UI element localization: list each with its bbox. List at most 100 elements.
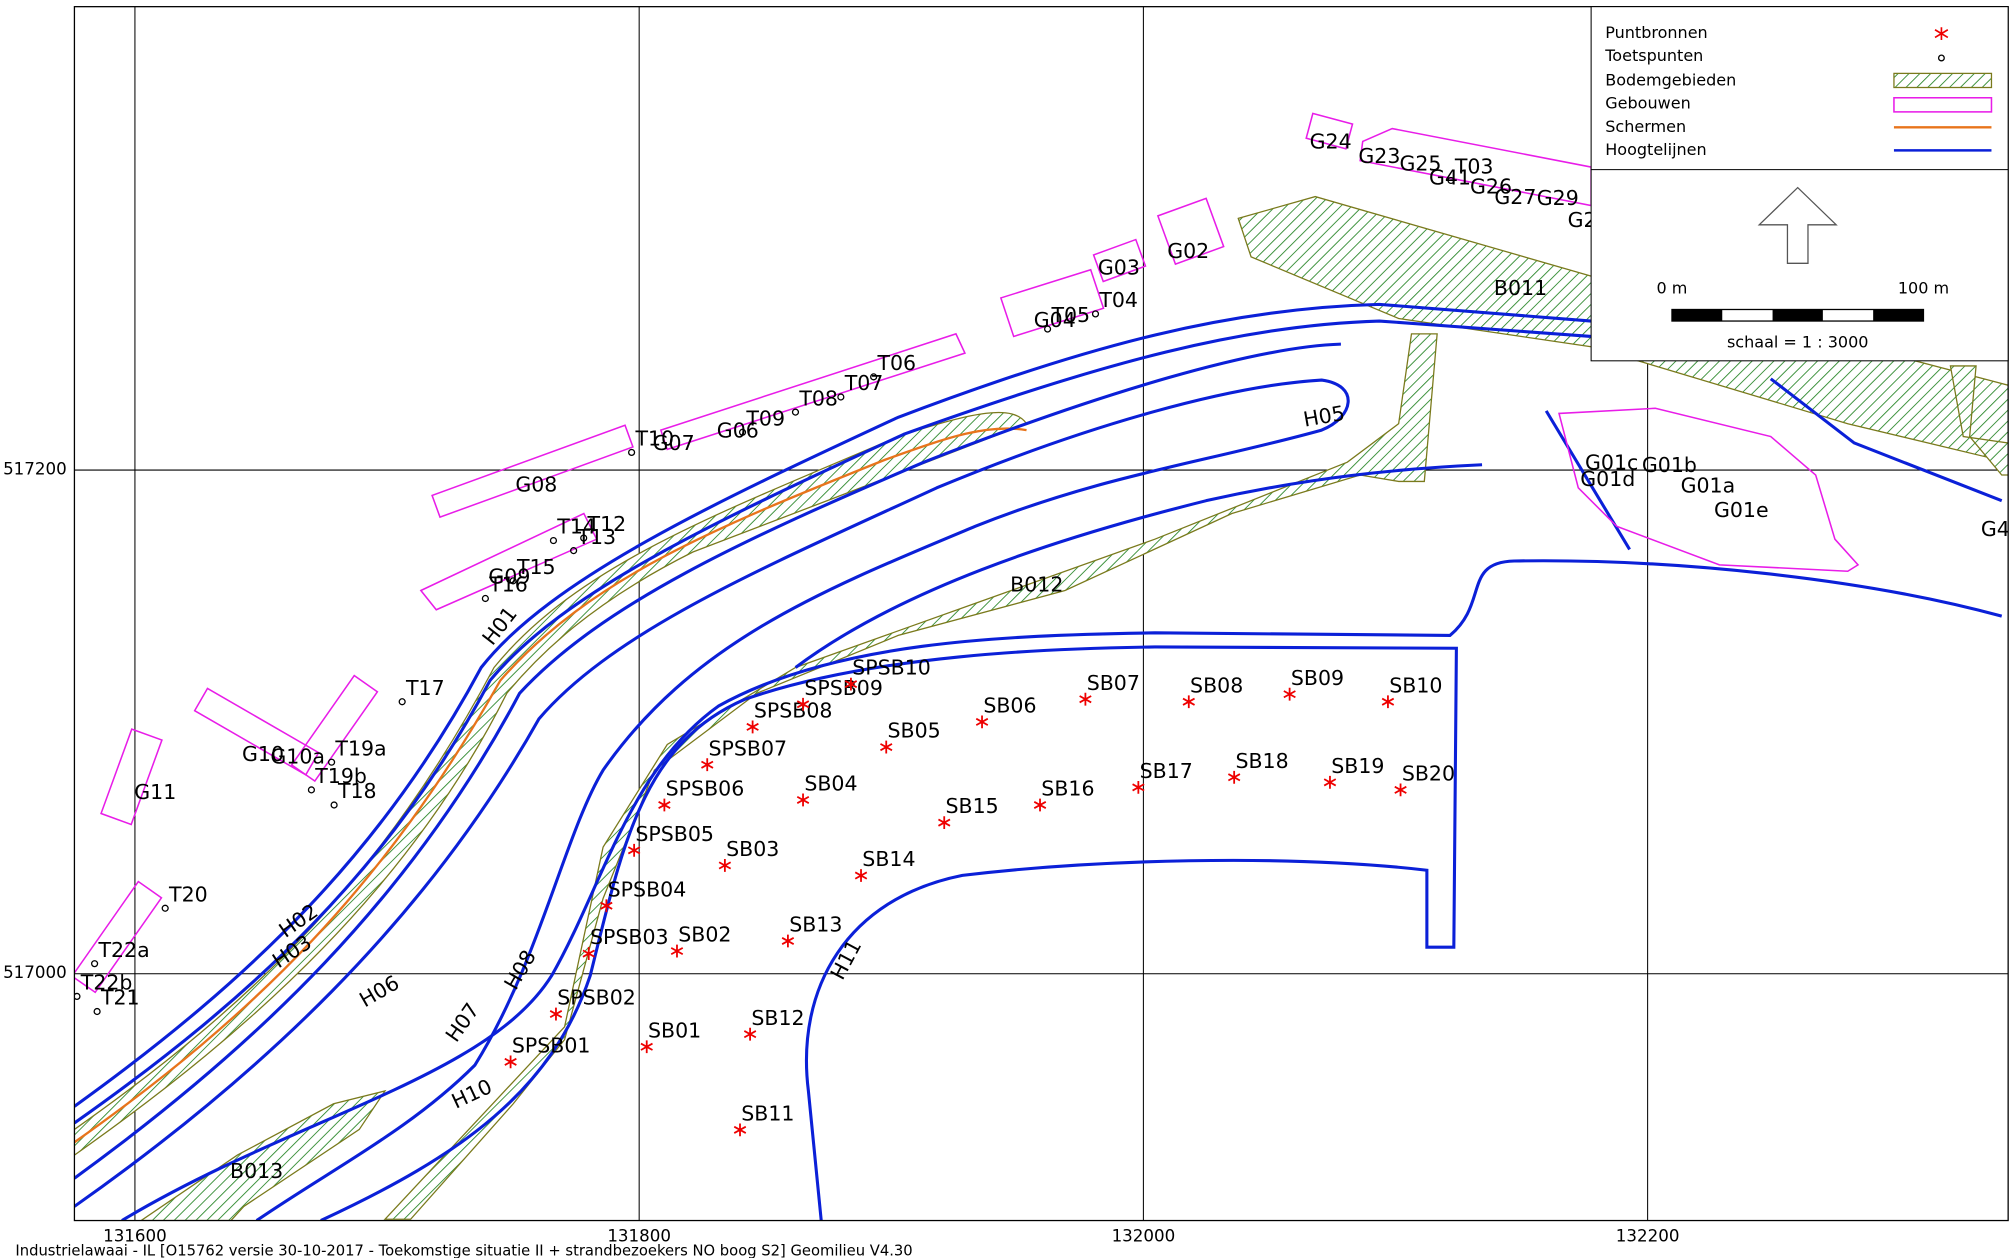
scale-bar-segment <box>1671 309 1723 322</box>
source-label: SB11 <box>741 1101 794 1125</box>
building-label: G11 <box>134 780 176 804</box>
contour-h08 <box>320 645 1458 1221</box>
building <box>290 674 379 783</box>
source-label: SB14 <box>862 847 915 871</box>
legend: Puntbronnen Toetspunten Bodemgebieden Ge… <box>1590 6 2009 362</box>
receptor-label: T04 <box>1098 288 1138 312</box>
source-label: SB15 <box>946 794 999 818</box>
source-point <box>582 947 595 961</box>
source-label: SB04 <box>804 772 857 796</box>
north-arrow <box>1757 186 1838 264</box>
receptor-point <box>307 786 316 794</box>
building-label: G01b <box>1642 453 1697 477</box>
area-b013 <box>140 1089 387 1221</box>
source-point <box>1182 695 1195 709</box>
contour-label: H08 <box>499 946 541 994</box>
contour-label: H11 <box>826 936 867 984</box>
building <box>1156 197 1225 266</box>
contour-h05 <box>794 463 1483 669</box>
source-point <box>796 697 810 711</box>
source-point <box>1283 687 1296 701</box>
source-label: SPSB02 <box>557 986 636 1010</box>
source-point <box>658 798 671 812</box>
source-point <box>701 758 714 772</box>
receptor-label: T03 <box>1454 155 1494 179</box>
building <box>74 880 163 994</box>
receptor-label: T15 <box>516 555 556 579</box>
receptor-point <box>509 577 517 585</box>
receptor-point <box>327 758 336 766</box>
building-label: G08 <box>515 472 557 496</box>
receptor-label: T07 <box>844 371 884 395</box>
footer: Industrielawaai - IL [O15762 versie 30-1… <box>15 1242 912 1258</box>
receptor-point <box>580 534 588 542</box>
source-label: SB02 <box>678 923 731 947</box>
legend-label: Puntbronnen <box>1605 23 1707 42</box>
legend-symbol <box>1893 72 1993 89</box>
points: SB01 SB02 SB03 SB04 SB05 SB06 SB07 SB08 SB09 SB10… <box>74 155 1493 1137</box>
building <box>1092 238 1147 283</box>
building <box>1558 407 1860 573</box>
source-label: SPSB10 <box>852 656 931 680</box>
legend-label: Hoogtelijnen <box>1605 140 1706 159</box>
building-label: G03 <box>1098 255 1140 279</box>
building <box>999 268 1105 338</box>
contour-h03 <box>74 342 1341 1180</box>
building-label: G23 <box>1358 144 1400 168</box>
source-point <box>670 944 684 958</box>
receptor-label: T13 <box>576 525 616 549</box>
source-label: SB12 <box>751 1006 804 1030</box>
source-label: SB17 <box>1140 759 1193 783</box>
building-label: G01c <box>1585 450 1638 474</box>
legend-symbol <box>1934 27 1949 41</box>
building-label: G06 <box>717 418 759 442</box>
contour-h01 <box>74 302 1592 1108</box>
legend-symbol <box>1893 97 1993 113</box>
receptor-point <box>90 960 99 968</box>
source-label: SB16 <box>1041 777 1094 801</box>
receptor-point <box>549 536 558 545</box>
building-label: G25 <box>1399 151 1441 175</box>
building-label: G10 <box>242 742 284 766</box>
source-point <box>743 1027 757 1041</box>
receptor-point <box>330 801 338 809</box>
source-point <box>640 1040 653 1054</box>
building-label: G02 <box>1167 239 1209 263</box>
source-point <box>938 816 951 830</box>
source-label: SB06 <box>983 693 1036 717</box>
source-point <box>1033 798 1047 812</box>
source-label: SB20 <box>1402 761 1455 785</box>
receptor-label: T19a <box>334 736 386 760</box>
receptor-label: T22b <box>80 971 133 995</box>
receptor-point <box>74 992 81 1000</box>
source-point <box>600 899 613 913</box>
receptor-label: T09 <box>745 406 785 430</box>
source-point <box>1381 695 1395 709</box>
y-tick-label: 517000 <box>3 963 67 982</box>
source-label: SPSB08 <box>754 699 833 723</box>
source-label: SPSB01 <box>512 1033 591 1057</box>
building <box>419 512 598 611</box>
contour-lines <box>74 302 2003 1221</box>
source-label: SPSB07 <box>709 736 788 760</box>
building-label: G01e <box>1714 498 1769 522</box>
source-label: SPSB03 <box>590 925 669 949</box>
receptor-point <box>870 373 878 381</box>
source-label: SB05 <box>888 719 941 743</box>
source-label: SB18 <box>1235 749 1288 773</box>
source-label: SB07 <box>1087 671 1140 695</box>
legend-box <box>1590 6 2009 362</box>
contour-label: H06 <box>355 970 403 1012</box>
legend-symbol <box>1937 54 1945 62</box>
receptor-point <box>93 1007 101 1016</box>
receptor-point <box>398 698 406 706</box>
source-label: SB10 <box>1389 673 1442 697</box>
axes: 131600 131800 132000 132200 517000 517200 <box>3 460 1679 1246</box>
scale-bar-segment <box>1772 309 1823 322</box>
source-label: SPSB05 <box>635 822 714 846</box>
receptor-label: T12 <box>587 512 627 536</box>
building-label: G29 <box>1537 186 1579 210</box>
